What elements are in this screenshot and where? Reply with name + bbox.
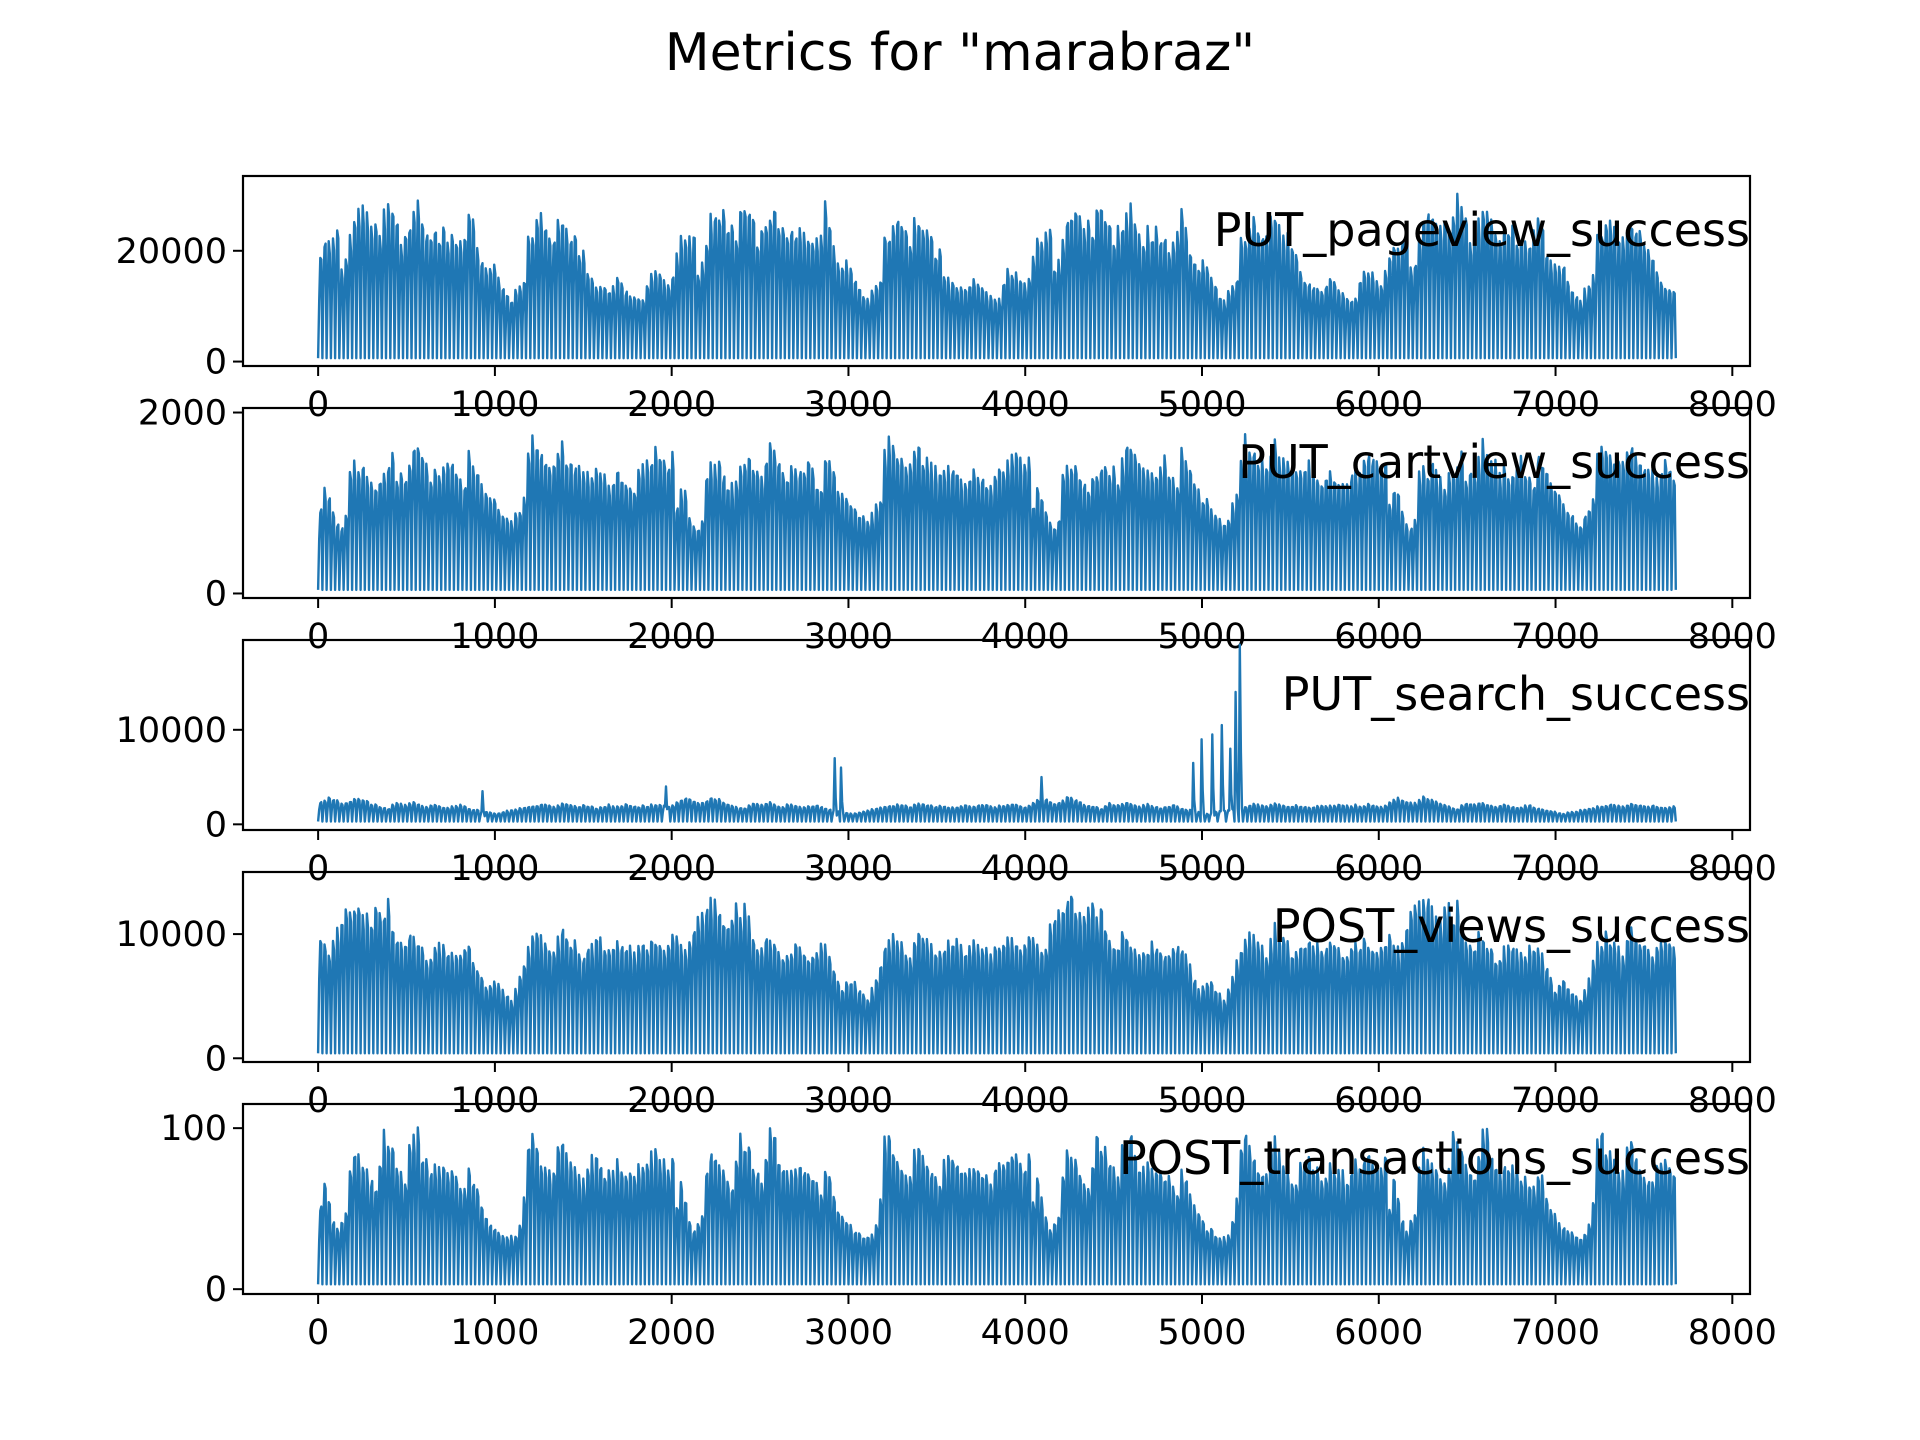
x-tick-label: 1000 (450, 1313, 539, 1353)
x-tick-label: 8000 (1688, 1313, 1777, 1353)
x-tick-label: 6000 (1334, 1313, 1423, 1353)
y-tick-label: 0 (205, 343, 227, 383)
panel-label: PUT_search_success (1282, 667, 1750, 721)
x-tick-label: 8000 (1688, 617, 1777, 657)
panel-label: POST_transactions_success (1119, 1131, 1750, 1185)
x-tick-label: 1000 (450, 1081, 539, 1121)
x-tick-label: 0 (307, 1081, 329, 1121)
y-tick-label: 10000 (116, 711, 227, 751)
x-tick-label: 6000 (1334, 849, 1423, 889)
x-tick-label: 8000 (1688, 849, 1777, 889)
y-tick-label: 2000 (138, 394, 227, 434)
x-tick-label: 6000 (1334, 1081, 1423, 1121)
x-tick-label: 4000 (981, 385, 1070, 425)
x-tick-label: 4000 (981, 1313, 1070, 1353)
x-tick-label: 3000 (804, 1081, 893, 1121)
y-tick-label: 0 (205, 574, 227, 614)
axes-frame (241, 870, 1752, 1064)
panel-PUT_search_success: 0 10000 0 1000 2000 3000 4000 5000 6000 7000 8000 P… (116, 638, 1777, 889)
x-tick-label: 2000 (627, 385, 716, 425)
x-tick-label: 2000 (627, 849, 716, 889)
axes-frame (241, 406, 1752, 600)
x-tick-label: 1000 (450, 617, 539, 657)
x-tick-label: 1000 (450, 849, 539, 889)
x-tick-label: 2000 (627, 1081, 716, 1121)
x-tick-label: 3000 (804, 1313, 893, 1353)
panel-label: PUT_pageview_success (1214, 203, 1750, 257)
x-tick-label: 7000 (1511, 1081, 1600, 1121)
panel-label: POST_views_success (1273, 899, 1750, 953)
panel-PUT_pageview_success: 0 20000 0 1000 2000 3000 4000 5000 6000 7000 8000 P… (116, 174, 1777, 425)
x-tick-label: 4000 (981, 849, 1070, 889)
x-tick-label: 4000 (981, 1081, 1070, 1121)
x-tick-label: 7000 (1511, 385, 1600, 425)
x-tick-label: 3000 (804, 385, 893, 425)
series-line-POST_transactions_success (316, 1126, 1677, 1286)
x-tick-label: 1000 (450, 385, 539, 425)
x-tick-label: 7000 (1511, 849, 1600, 889)
x-tick-label: 5000 (1157, 385, 1246, 425)
y-tick-label: 0 (205, 805, 227, 845)
series-line-POST_views_success (316, 895, 1677, 1055)
axes-frame (241, 174, 1752, 368)
y-tick-label: 0 (205, 1039, 227, 1079)
x-tick-label: 8000 (1688, 385, 1777, 425)
x-tick-label: 0 (307, 849, 329, 889)
x-tick-label: 3000 (804, 849, 893, 889)
series-line-PUT_search_success (316, 643, 1677, 823)
y-tick-label: 0 (205, 1270, 227, 1310)
x-tick-label: 6000 (1334, 617, 1423, 657)
x-tick-label: 8000 (1688, 1081, 1777, 1121)
panel-PUT_cartview_success: 0 2000 0 1000 2000 3000 4000 5000 6000 7000 8000 PU… (138, 394, 1777, 657)
x-tick-label: 5000 (1157, 1081, 1246, 1121)
series-line-PUT_cartview_success (316, 433, 1677, 592)
x-tick-label: 2000 (627, 617, 716, 657)
x-tick-label: 0 (307, 385, 329, 425)
x-tick-label: 5000 (1157, 849, 1246, 889)
x-tick-label: 5000 (1157, 1313, 1246, 1353)
x-tick-label: 2000 (627, 1313, 716, 1353)
series-line-PUT_pageview_success (316, 192, 1677, 360)
y-tick-label: 20000 (116, 232, 227, 272)
panel-POST_views_success: 0 10000 0 1000 2000 3000 4000 5000 6000 7000 8000 P… (116, 870, 1777, 1121)
panel-label: PUT_cartview_success (1238, 435, 1750, 489)
y-tick-label: 100 (160, 1109, 227, 1149)
x-tick-label: 6000 (1334, 385, 1423, 425)
axes-frame (241, 638, 1752, 832)
x-tick-label: 5000 (1157, 617, 1246, 657)
x-tick-label: 0 (307, 1313, 329, 1353)
y-tick-label: 10000 (116, 915, 227, 955)
axes-frame (241, 1102, 1752, 1296)
x-tick-label: 7000 (1511, 617, 1600, 657)
x-tick-label: 0 (307, 617, 329, 657)
x-tick-label: 7000 (1511, 1313, 1600, 1353)
x-tick-label: 4000 (981, 617, 1070, 657)
figure-title: Metrics for "marabraz" (665, 23, 1255, 83)
x-tick-label: 3000 (804, 617, 893, 657)
